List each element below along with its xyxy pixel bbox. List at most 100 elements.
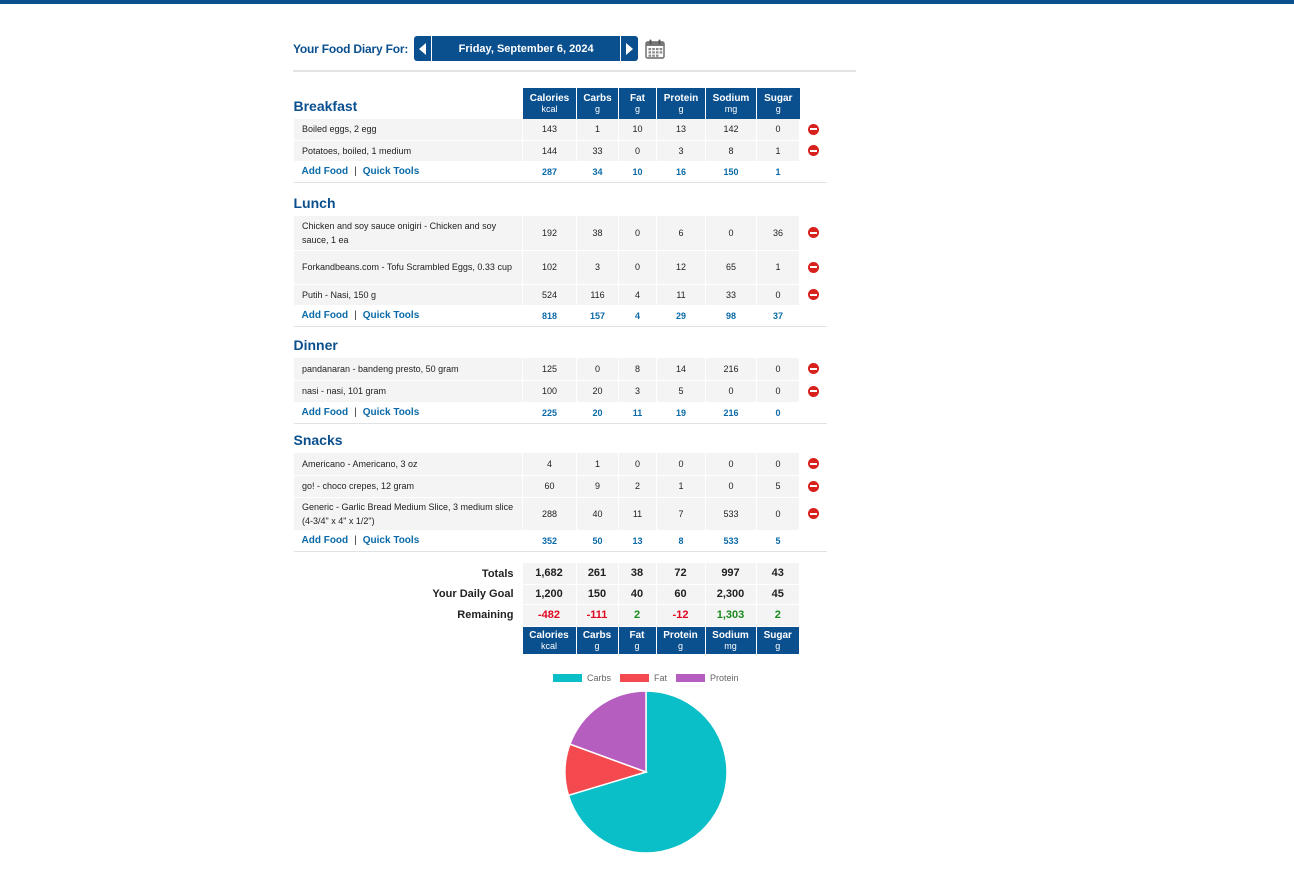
delete-icon[interactable] xyxy=(807,261,819,273)
total-calories: 818 xyxy=(522,305,577,327)
delete-icon[interactable] xyxy=(807,458,819,470)
quick-tools-link[interactable]: Quick Tools xyxy=(362,166,420,177)
legend-swatch xyxy=(676,674,706,682)
delete-icon[interactable] xyxy=(807,227,819,239)
table-row: pandanaran - bandeng presto, 50 gram 125… xyxy=(293,358,827,381)
quick-tools-link[interactable]: Quick Tools xyxy=(362,407,420,418)
fat-value: 10 xyxy=(618,119,657,141)
totals-calories: 1,682 xyxy=(521,563,576,585)
fat-value: 0 xyxy=(618,453,657,476)
sugar-value: 1 xyxy=(756,250,800,285)
total-calories: 352 xyxy=(522,530,577,552)
remaining-fat: 2 xyxy=(617,604,656,627)
table-row: Putih - Nasi, 150 g 524 116 4 11 33 0 xyxy=(293,284,827,306)
food-name[interactable]: Chicken and soy sauce onigiri - Chicken … xyxy=(293,216,523,251)
top-bar xyxy=(0,0,1294,4)
legend-item-protein[interactable]: Protein xyxy=(676,673,739,683)
meal-totals-row: Add Food | Quick Tools 287 34 10 16 150 1 xyxy=(293,161,827,183)
diary-label: Your Food Diary For: xyxy=(293,41,409,56)
meal-table-snacks: Snacks Americano - Americano, 3 oz 4 1 0… xyxy=(293,425,827,552)
delete-icon[interactable] xyxy=(807,123,819,135)
remaining-protein: -12 xyxy=(655,604,705,627)
food-name[interactable]: go! - choco crepes, 12 gram xyxy=(293,475,523,498)
calories-value: 144 xyxy=(522,140,577,162)
legend-item-fat[interactable]: Fat xyxy=(620,673,667,683)
add-food-link[interactable]: Add Food xyxy=(301,535,349,546)
daily-summary-table: Totals 1,682 261 38 72 997 43 Your Daily… xyxy=(293,563,799,654)
sugar-value: 0 xyxy=(756,380,800,403)
fat-value: 2 xyxy=(618,475,657,498)
delete-icon[interactable] xyxy=(807,508,819,520)
meal-table-lunch: Lunch Chicken and soy sauce onigiri - Ch… xyxy=(293,186,827,327)
next-day-button[interactable] xyxy=(620,36,638,61)
meal-title: Dinner xyxy=(293,337,338,353)
calories-value: 102 xyxy=(522,250,577,285)
delete-icon[interactable] xyxy=(807,480,819,492)
column-header-fat: Fat g xyxy=(618,88,657,119)
protein-value: 3 xyxy=(656,140,706,162)
add-food-link[interactable]: Add Food xyxy=(301,166,349,177)
sugar-value: 36 xyxy=(756,216,800,251)
column-header-fat: Fat g xyxy=(617,626,656,654)
meal-title: Lunch xyxy=(293,195,336,211)
total-carbs: 157 xyxy=(576,305,619,327)
protein-value: 0 xyxy=(656,453,706,476)
remaining-row: Remaining -482 -111 2 -12 1,303 2 xyxy=(293,604,799,627)
fat-value: 11 xyxy=(618,497,657,531)
legend-item-carbs[interactable]: Carbs xyxy=(553,673,611,683)
total-fat: 11 xyxy=(618,402,657,424)
date-selector: Friday, September 6, 2024 xyxy=(414,36,639,61)
previous-day-button[interactable] xyxy=(414,36,433,61)
quick-tools-link[interactable]: Quick Tools xyxy=(362,310,420,321)
protein-value: 1 xyxy=(656,475,706,498)
goal-carbs: 150 xyxy=(575,584,618,605)
food-name[interactable]: Americano - Americano, 3 oz xyxy=(293,453,523,476)
calories-value: 192 xyxy=(522,216,577,251)
sugar-value: 0 xyxy=(756,119,800,141)
delete-icon[interactable] xyxy=(807,145,819,157)
carbs-value: 40 xyxy=(576,497,619,531)
sugar-value: 5 xyxy=(756,475,800,498)
pie-slice-protein[interactable] xyxy=(568,690,647,774)
total-sugar: 1 xyxy=(756,161,800,183)
add-food-link[interactable]: Add Food xyxy=(301,310,349,321)
goal-fat: 40 xyxy=(617,584,656,605)
goal-sugar: 45 xyxy=(755,584,799,605)
calendar-icon[interactable] xyxy=(645,39,665,59)
carbs-value: 20 xyxy=(576,380,619,403)
delete-icon[interactable] xyxy=(807,385,819,397)
quick-tools-link[interactable]: Quick Tools xyxy=(362,535,420,546)
calories-value: 524 xyxy=(522,284,577,306)
total-protein: 29 xyxy=(656,305,706,327)
calories-value: 125 xyxy=(522,358,577,381)
food-name[interactable]: pandanaran - bandeng presto, 50 gram xyxy=(293,358,523,381)
remaining-calories: -482 xyxy=(521,604,576,627)
table-row: Generic - Garlic Bread Medium Slice, 3 m… xyxy=(293,497,827,531)
carbs-value: 116 xyxy=(576,284,619,306)
total-sodium: 150 xyxy=(705,161,757,183)
delete-icon[interactable] xyxy=(807,289,819,301)
calories-value: 143 xyxy=(522,119,577,141)
food-name[interactable]: Boiled eggs, 2 egg xyxy=(293,119,523,141)
chart-legend: Carbs Fat Protein xyxy=(553,673,748,683)
food-name[interactable]: nasi - nasi, 101 gram xyxy=(293,380,523,403)
total-sugar: 37 xyxy=(756,305,800,327)
add-food-link[interactable]: Add Food xyxy=(301,407,349,418)
food-name[interactable]: Forkandbeans.com - Tofu Scrambled Eggs, … xyxy=(293,250,523,285)
carbs-value: 1 xyxy=(576,453,619,476)
goal-sodium: 2,300 xyxy=(704,584,756,605)
food-name[interactable]: Potatoes, boiled, 1 medium xyxy=(293,140,523,162)
goal-row: Your Daily Goal 1,200 150 40 60 2,300 45 xyxy=(293,584,799,605)
totals-label: Totals xyxy=(481,567,514,580)
delete-icon[interactable] xyxy=(807,363,819,375)
food-name[interactable]: Generic - Garlic Bread Medium Slice, 3 m… xyxy=(293,497,523,531)
fat-value: 3 xyxy=(618,380,657,403)
sodium-value: 0 xyxy=(705,216,757,251)
total-carbs: 50 xyxy=(576,530,619,552)
food-name[interactable]: Putih - Nasi, 150 g xyxy=(293,284,523,306)
remaining-label: Remaining xyxy=(457,609,514,621)
column-header-sugar: Sugar g xyxy=(755,626,799,654)
total-sugar: 0 xyxy=(756,402,800,424)
fat-value: 8 xyxy=(618,358,657,381)
table-row: go! - choco crepes, 12 gram 60 9 2 1 0 5 xyxy=(293,475,827,498)
